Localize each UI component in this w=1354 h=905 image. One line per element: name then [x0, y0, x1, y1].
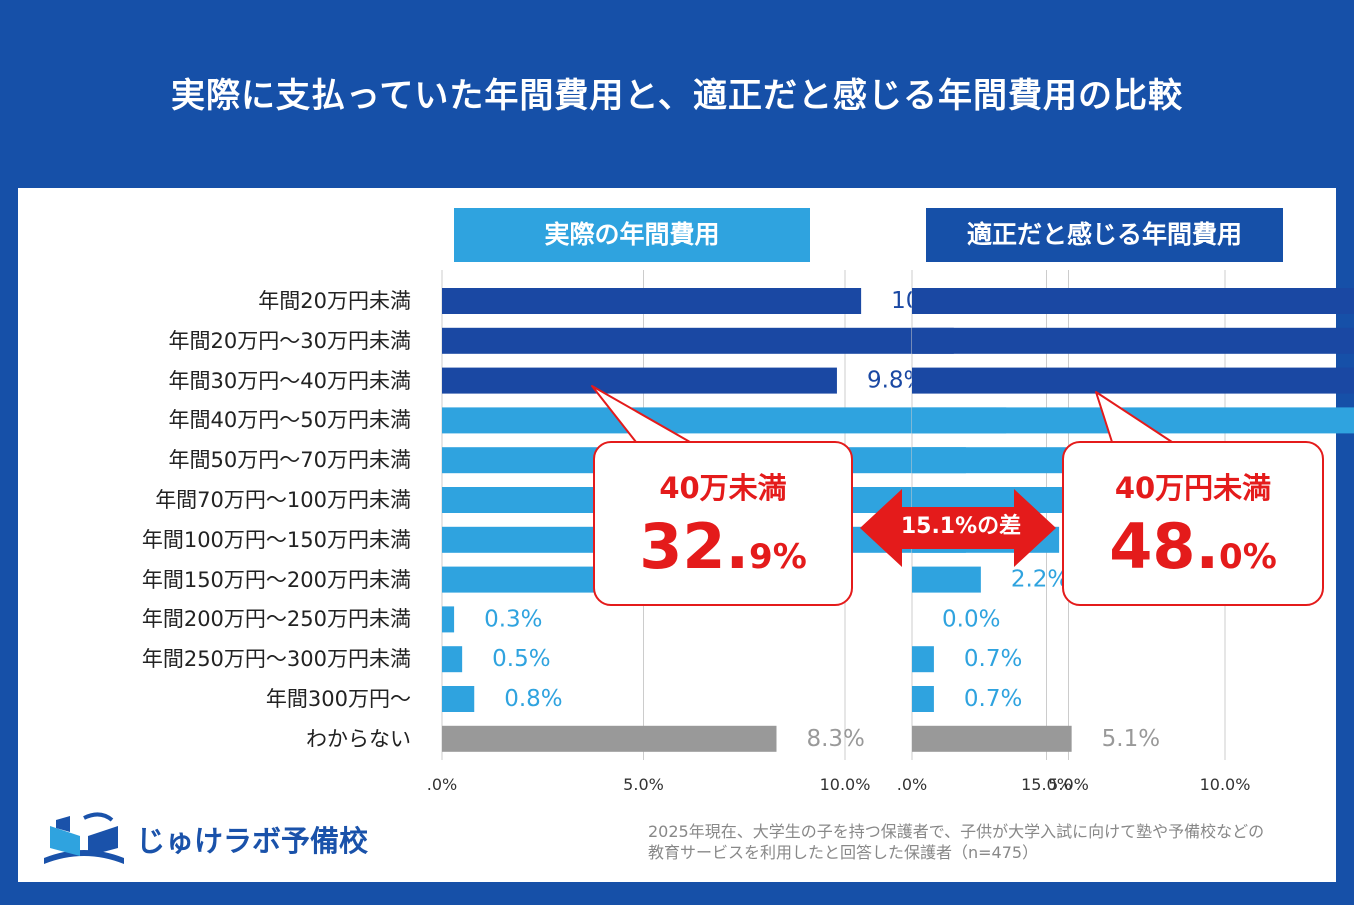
bar — [442, 566, 600, 593]
bar — [442, 686, 475, 712]
data-label: 0.8% — [504, 686, 562, 712]
bar — [442, 646, 463, 673]
footnote-line1: 2025年現在、大学生の子を持つ保護者で、子供が大学入試に向けて塾や予備校などの — [648, 822, 1265, 841]
bar — [442, 327, 954, 354]
book-logo-icon — [44, 812, 124, 864]
x-tick-label: 5.0% — [1048, 775, 1089, 794]
bar — [912, 646, 934, 673]
category-label: 年間150万円～200万円未満 — [141, 567, 411, 592]
bar — [912, 566, 981, 593]
right-callout-label: 40万円未満 — [1114, 471, 1272, 505]
category-label: 年間250万円～300万円未満 — [141, 647, 411, 672]
x-tick-label: 10.0% — [1200, 775, 1251, 794]
bar — [442, 288, 862, 314]
bar — [912, 288, 1354, 314]
left-chart-header: 実際の年間費用 — [454, 208, 810, 262]
bar — [912, 686, 934, 712]
data-label: 0.7% — [964, 646, 1022, 672]
footnote-line2: 教育サービスを利用したと回答した保護者（n=475） — [648, 843, 1039, 862]
data-label: 5.1% — [1102, 726, 1160, 752]
logo: じゅけラボ予備校 — [40, 812, 368, 866]
category-label: わからない — [306, 726, 411, 751]
category-label: 年間100万円～150万円未満 — [141, 527, 411, 552]
bar — [442, 606, 455, 633]
bar — [442, 367, 837, 394]
data-label: 0.5% — [492, 646, 550, 672]
x-tick-label: .0% — [897, 775, 927, 794]
logo-text: じゅけラボ予備校 — [136, 824, 369, 858]
category-label: 年間40万円～50万円未満 — [168, 408, 411, 433]
category-label: 年間70万円～100万円未満 — [155, 488, 411, 512]
data-label: 2.2% — [1011, 567, 1069, 593]
x-tick-label: 5.0% — [623, 775, 664, 794]
bar — [442, 725, 777, 752]
data-label: 0.7% — [964, 686, 1022, 712]
footnote: 2025年現在、大学生の子を持つ保護者で、子供が大学入試に向けて塾や予備校などの… — [648, 821, 1328, 863]
left-callout-label: 40万未満 — [659, 471, 787, 505]
difference-label: 15.1%の差 — [900, 514, 1022, 539]
bar — [912, 327, 1354, 354]
x-tick-label: .0% — [427, 775, 457, 794]
x-tick-label: 10.0% — [820, 775, 871, 794]
data-label: 8.3% — [806, 726, 864, 752]
right-callout: 40万円未満 48.0% — [1062, 441, 1324, 606]
right-callout-value: 48.0% — [1109, 510, 1277, 583]
left-callout: 40万未満 32.9% — [593, 441, 853, 606]
double-arrow-icon — [860, 489, 1056, 567]
x-tick-label: 15.0% — [1021, 775, 1072, 794]
right-chart-header: 適正だと感じる年間費用 — [926, 208, 1283, 262]
category-label: 年間200万円～250万円未満 — [141, 607, 411, 632]
left-callout-value: 32.9% — [639, 510, 807, 583]
data-label: 0.3% — [484, 606, 542, 632]
bar — [912, 725, 1072, 752]
data-label: 0.0% — [942, 606, 1000, 632]
category-label: 年間50万円～70万円未満 — [168, 448, 411, 473]
page-title: 実際に支払っていた年間費用と、適正だと感じる年間費用の比較 — [171, 76, 1183, 116]
category-label: 年間300万円～ — [265, 687, 411, 711]
bar — [912, 367, 1354, 394]
category-label: 年間30万円～40万円未満 — [168, 368, 411, 393]
category-label: 年間20万円未満 — [258, 289, 411, 313]
category-label: 年間20万円～30万円未満 — [168, 328, 411, 353]
